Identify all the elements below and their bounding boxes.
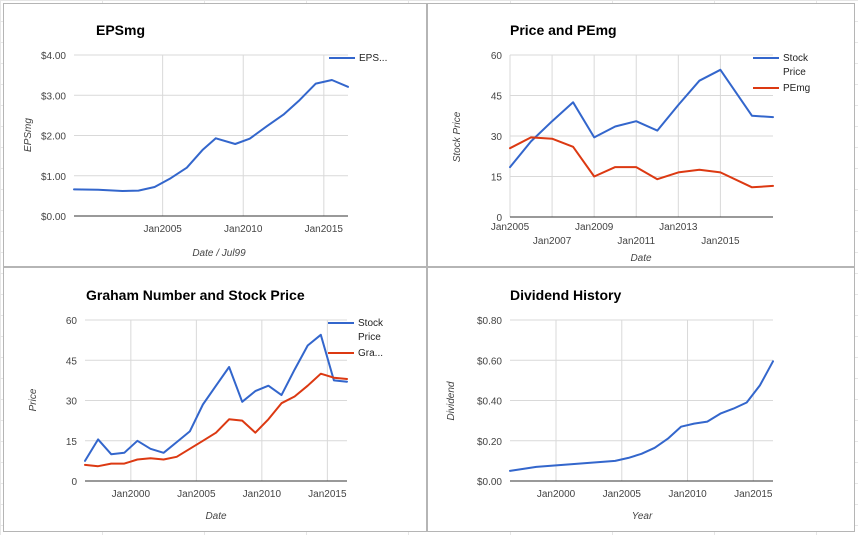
chart-panel-dividend: Dividend History $0.00 $0.20 $0.40 $0.60 $0.8… (427, 267, 855, 532)
x-tick-label: Jan2005 (143, 224, 182, 235)
y-axis-title: Price (28, 388, 39, 411)
chart-panel-graham: Graham Number and Stock Price 0 15 30 45 60 Ja… (3, 267, 427, 532)
y-tick-label: 60 (66, 316, 78, 327)
y-tick-label: 30 (66, 397, 78, 408)
x-tick-label: Jan2013 (659, 222, 698, 233)
legend-label-line: Price (783, 67, 806, 78)
y-axis-title: Stock Price (452, 111, 463, 162)
chart-title-pricepemg: Price and PEmg (510, 22, 617, 38)
x-tick-label: Jan2005 (603, 489, 642, 500)
y-tick-label: 15 (66, 437, 78, 448)
x-tick-label: Jan2015 (305, 224, 344, 235)
chart-svg-price-pemg: Price and PEmg015304560Jan2005Jan2007Jan… (452, 22, 810, 264)
legend-label-line: Price (358, 332, 381, 343)
chart-title-graham: Graham Number and Stock Price (86, 287, 305, 303)
y-tick-label: 15 (491, 173, 503, 184)
chart-svg-dividend: Dividend History $0.00 $0.20 $0.40 $0.60 $0.8… (446, 287, 774, 522)
chart-panel-epsmg: EPSmg $0.00 $1.00 $2.00 $3.00 $4.00 Jan2005 Jan… (3, 3, 427, 267)
y-tick-label: 45 (491, 92, 503, 103)
y-tick-label: 45 (66, 356, 78, 367)
legend-label-line: Stock (783, 53, 809, 64)
y-axis-title: EPSmg (23, 118, 34, 152)
x-tick-label: Jan2011 (617, 236, 655, 247)
legend-label: EPS... (359, 53, 387, 64)
chart-panel-price-pemg: Price and PEmg 0 15 30 45 60 Jan2005 Jan2007 Jan… (427, 3, 855, 267)
x-axis-title: Date / Jul99 (192, 248, 246, 259)
y-tick-label: $0.00 (41, 212, 66, 223)
y-tick-label: $0.20 (477, 437, 502, 448)
x-axis-title: Year (632, 511, 653, 522)
y-tick-label: $3.00 (41, 91, 66, 102)
x-tick-label: Jan2015 (308, 489, 347, 500)
y-tick-label: 0 (71, 477, 77, 488)
x-tick-label: Jan2007 (533, 236, 572, 247)
x-axis-title: Date (205, 511, 227, 522)
legend-label: PEmg (783, 83, 810, 94)
series-line-graham-0 (84, 333, 348, 462)
y-tick-label: $0.00 (477, 477, 502, 488)
y-tick-label: $2.00 (41, 132, 66, 143)
y-tick-label: $4.00 (41, 51, 66, 62)
x-tick-label: Jan2000 (537, 489, 576, 500)
chart-title-dividend: Dividend History (510, 287, 621, 303)
y-tick-label: 30 (491, 132, 503, 143)
series-line-epsmg-0 (73, 79, 349, 192)
x-axis-title: Date (630, 253, 652, 264)
x-tick-label: Jan2010 (668, 489, 707, 500)
y-tick-label: $0.80 (477, 316, 502, 327)
x-tick-label: Jan2015 (701, 236, 740, 247)
legend-label: Gra... (358, 348, 383, 359)
x-tick-label: Jan2009 (575, 222, 614, 233)
x-tick-label: Jan2010 (224, 224, 263, 235)
y-tick-label: 60 (491, 51, 503, 62)
x-tick-label: Jan2010 (243, 489, 282, 500)
chart-title-epsmg: EPSmg (96, 22, 145, 38)
x-tick-label: Jan2005 (177, 489, 216, 500)
y-axis-title: Dividend (446, 381, 457, 420)
x-tick-label: Jan2005 (491, 222, 530, 233)
chart-svg-graham: Graham Number and Stock Price 0 15 30 45 60 Ja… (28, 287, 384, 522)
series-line-dividend-0 (509, 360, 774, 472)
legend-label-line: Stock (358, 318, 384, 329)
y-tick-label: 0 (496, 213, 502, 224)
y-tick-label: $0.60 (477, 356, 502, 367)
series-line-pricepemg-0 (509, 68, 774, 169)
x-tick-label: Jan2000 (112, 489, 151, 500)
y-tick-label: $0.40 (477, 397, 502, 408)
series-line-pricepemg-1 (509, 136, 774, 189)
chart-svg-epsmg: EPSmg $0.00 $1.00 $2.00 $3.00 $4.00 Jan2005 Jan… (23, 22, 387, 259)
x-tick-label: Jan2015 (734, 489, 773, 500)
y-tick-label: $1.00 (41, 172, 66, 183)
